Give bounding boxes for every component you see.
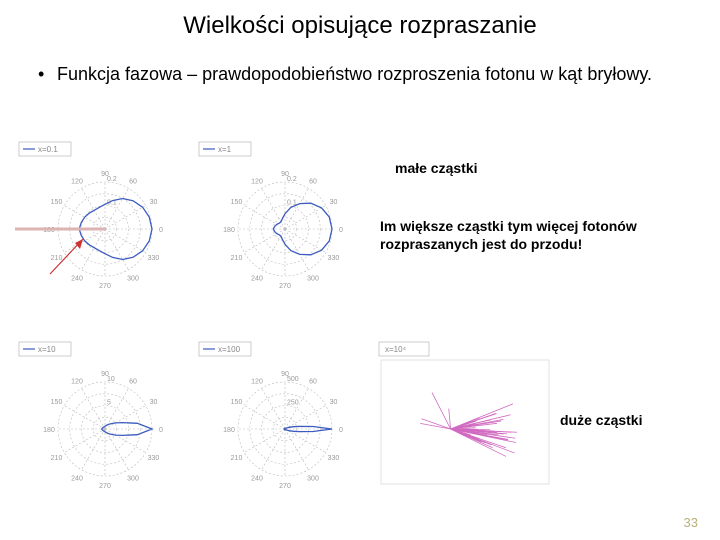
svg-text:0.2: 0.2	[287, 176, 297, 183]
bullet-marker: •	[38, 62, 52, 86]
svg-text:120: 120	[251, 379, 263, 386]
svg-text:x=10⁴: x=10⁴	[385, 345, 407, 354]
svg-text:330: 330	[148, 455, 160, 462]
svg-text:150: 150	[231, 199, 243, 206]
svg-text:60: 60	[309, 179, 317, 186]
svg-text:270: 270	[279, 483, 291, 490]
svg-text:240: 240	[71, 475, 83, 482]
svg-text:180: 180	[223, 427, 235, 434]
bullet-text: • Funkcja fazowa – prawdopodobieństwo ro…	[38, 62, 690, 86]
svg-text:120: 120	[71, 179, 83, 186]
svg-text:210: 210	[231, 255, 243, 262]
svg-text:240: 240	[71, 275, 83, 282]
svg-text:330: 330	[148, 255, 160, 262]
svg-text:30: 30	[330, 399, 338, 406]
svg-text:210: 210	[51, 455, 63, 462]
svg-text:5: 5	[107, 400, 111, 407]
svg-text:10: 10	[107, 376, 115, 383]
svg-text:270: 270	[99, 483, 111, 490]
svg-text:60: 60	[129, 179, 137, 186]
polar-chart-x1: x=103060901201501802102402703003300.10.2	[195, 140, 375, 290]
polar-chart-x100: x=10003060901201501802102402703003302505…	[195, 340, 375, 490]
svg-text:210: 210	[51, 255, 63, 262]
svg-text:270: 270	[279, 283, 291, 290]
svg-text:300: 300	[127, 475, 139, 482]
svg-text:180: 180	[43, 427, 55, 434]
svg-text:0: 0	[339, 227, 343, 234]
annotation-mid: Im większe cząstki tym więcej fotonów ro…	[380, 218, 695, 253]
svg-text:150: 150	[231, 399, 243, 406]
page-number: 33	[684, 515, 698, 530]
svg-text:60: 60	[309, 379, 317, 386]
svg-text:0: 0	[159, 227, 163, 234]
polar-chart-x01: x=0.103060901201501802102402703003300.10…	[15, 140, 195, 290]
bullet-content: Funkcja fazowa – prawdopodobieństwo rozp…	[57, 64, 652, 84]
svg-text:150: 150	[51, 399, 63, 406]
svg-text:x=10: x=10	[38, 345, 56, 354]
svg-text:210: 210	[231, 455, 243, 462]
svg-text:300: 300	[127, 275, 139, 282]
page-title: Wielkości opisujące rozpraszanie	[0, 12, 720, 40]
svg-text:180: 180	[223, 227, 235, 234]
svg-text:0: 0	[159, 427, 163, 434]
svg-text:330: 330	[328, 255, 340, 262]
svg-text:240: 240	[251, 475, 263, 482]
svg-text:0.2: 0.2	[107, 176, 117, 183]
svg-text:30: 30	[330, 199, 338, 206]
scatter-chart: x=10⁴	[375, 340, 555, 490]
svg-text:240: 240	[251, 275, 263, 282]
svg-text:120: 120	[251, 179, 263, 186]
svg-text:500: 500	[287, 376, 299, 383]
svg-text:120: 120	[71, 379, 83, 386]
svg-text:250: 250	[287, 400, 299, 407]
svg-text:30: 30	[150, 399, 158, 406]
svg-text:x=0.1: x=0.1	[38, 145, 58, 154]
svg-text:30: 30	[150, 199, 158, 206]
annotation-large: duże cząstki	[560, 412, 642, 430]
annotation-small: małe cząstki	[395, 160, 478, 178]
svg-text:270: 270	[99, 283, 111, 290]
svg-text:x=1: x=1	[218, 145, 232, 154]
svg-text:x=100: x=100	[218, 345, 241, 354]
svg-text:330: 330	[328, 455, 340, 462]
svg-text:60: 60	[129, 379, 137, 386]
svg-text:300: 300	[307, 275, 319, 282]
svg-text:0: 0	[339, 427, 343, 434]
svg-text:150: 150	[51, 199, 63, 206]
svg-text:300: 300	[307, 475, 319, 482]
polar-chart-x10: x=100306090120150180210240270300330510	[15, 340, 195, 490]
